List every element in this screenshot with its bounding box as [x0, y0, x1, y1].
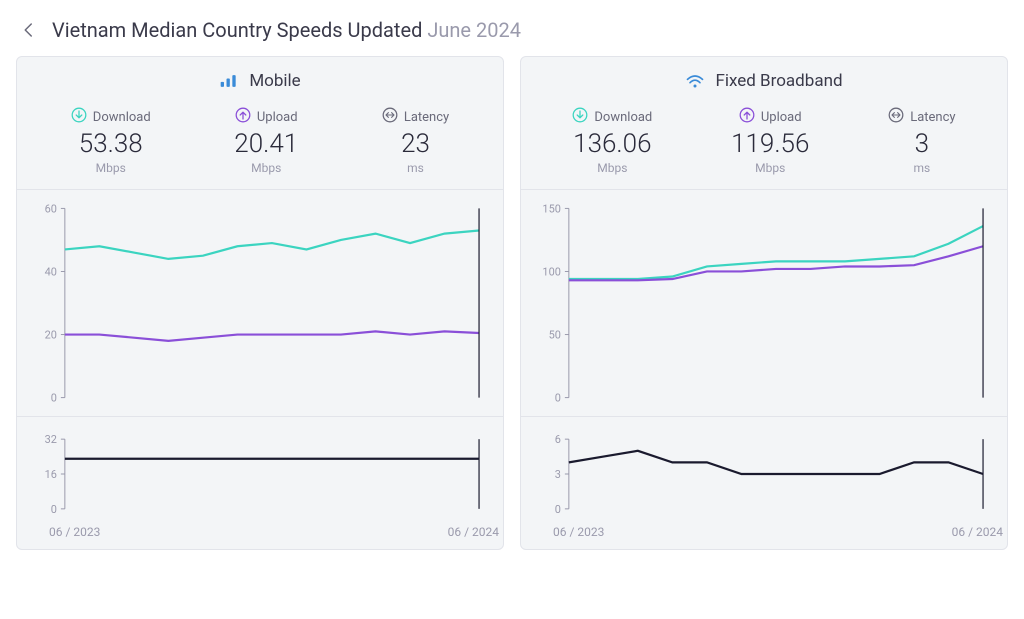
metric-latency-value: 23	[382, 129, 449, 159]
chart-separator	[521, 416, 1007, 417]
metrics-row: Download 136.06 Mbps Upload 119.56 Mbps	[521, 101, 1007, 190]
panel-mobile: Mobile Download 53.38 Mbps Upload	[16, 56, 504, 550]
metric-latency-label: Latency	[404, 110, 449, 125]
metric-upload-head: Upload	[234, 107, 298, 127]
svg-text:16: 16	[45, 468, 57, 481]
metric-upload-head: Upload	[731, 107, 809, 127]
page-title: Vietnam Median Country Speeds Updated Ju…	[52, 18, 521, 42]
metric-download-label: Download	[594, 110, 652, 125]
metric-upload-unit: Mbps	[234, 161, 298, 175]
title-date: June 2024	[427, 18, 521, 42]
download-icon	[71, 107, 87, 127]
bars-icon	[219, 73, 239, 89]
metric-download-unit: Mbps	[71, 161, 151, 175]
metric-upload: Upload 119.56 Mbps	[731, 107, 809, 175]
x-start-label: 06 / 2023	[553, 525, 604, 539]
panel-title-text: Fixed Broadband	[715, 71, 842, 91]
metric-download-value: 53.38	[71, 129, 151, 159]
metric-latency-unit: ms	[888, 161, 955, 175]
x-end-label: 06 / 2024	[448, 525, 499, 539]
latency-chart-mobile: 0 16 32	[17, 421, 503, 521]
download-icon	[572, 107, 588, 127]
metric-download-label: Download	[93, 110, 151, 125]
svg-text:20: 20	[45, 329, 57, 342]
metric-latency-unit: ms	[382, 161, 449, 175]
metric-latency-head: Latency	[888, 107, 955, 127]
speed-chart-fixed: 0 50 100 150	[521, 190, 1007, 410]
metric-latency-head: Latency	[382, 107, 449, 127]
metric-upload-label: Upload	[257, 110, 298, 125]
chart-separator	[17, 416, 503, 417]
x-start-label: 06 / 2023	[49, 525, 100, 539]
svg-text:32: 32	[45, 433, 57, 446]
x-axis-labels: 06 / 2023 06 / 2024	[521, 521, 1007, 549]
svg-text:50: 50	[549, 329, 561, 342]
metric-latency: Latency 3 ms	[888, 107, 955, 175]
svg-text:0: 0	[51, 503, 57, 516]
svg-text:100: 100	[542, 265, 560, 278]
upload-icon	[739, 107, 755, 127]
svg-text:40: 40	[45, 265, 57, 278]
svg-text:150: 150	[542, 202, 560, 215]
metric-upload-label: Upload	[761, 110, 802, 125]
metric-download: Download 53.38 Mbps	[71, 107, 151, 175]
panel-title-fixed: Fixed Broadband	[521, 57, 1007, 101]
panel-title-text: Mobile	[249, 71, 300, 91]
metrics-row: Download 53.38 Mbps Upload 20.41 Mbps	[17, 101, 503, 190]
metric-upload-value: 119.56	[731, 129, 809, 159]
panel-fixed: Fixed Broadband Download 136.06 Mbps Upl…	[520, 56, 1008, 550]
svg-text:60: 60	[45, 202, 57, 215]
wifi-icon	[685, 73, 705, 89]
page-header: Vietnam Median Country Speeds Updated Ju…	[0, 0, 1024, 56]
metric-upload: Upload 20.41 Mbps	[234, 107, 298, 175]
panel-title-mobile: Mobile	[17, 57, 503, 101]
metric-upload-value: 20.41	[234, 129, 298, 159]
svg-text:0: 0	[555, 392, 561, 405]
metric-download-unit: Mbps	[572, 161, 652, 175]
panels-container: Mobile Download 53.38 Mbps Upload	[0, 56, 1024, 550]
speed-chart-mobile: 0 20 40 60	[17, 190, 503, 410]
x-end-label: 06 / 2024	[952, 525, 1003, 539]
x-axis-labels: 06 / 2023 06 / 2024	[17, 521, 503, 549]
metric-download-head: Download	[572, 107, 652, 127]
metric-download-value: 136.06	[572, 129, 652, 159]
latency-chart-fixed: 0 3 6	[521, 421, 1007, 521]
metric-latency: Latency 23 ms	[382, 107, 449, 175]
svg-text:0: 0	[51, 392, 57, 405]
back-arrow-icon[interactable]	[20, 21, 38, 39]
title-prefix: Vietnam Median Country Speeds Updated	[52, 18, 422, 42]
upload-icon	[235, 107, 251, 127]
metric-latency-label: Latency	[910, 110, 955, 125]
metric-download-head: Download	[71, 107, 151, 127]
metric-download: Download 136.06 Mbps	[572, 107, 652, 175]
svg-text:6: 6	[555, 433, 561, 446]
latency-icon	[382, 107, 398, 127]
metric-upload-unit: Mbps	[731, 161, 809, 175]
svg-text:3: 3	[555, 468, 561, 481]
latency-icon	[888, 107, 904, 127]
metric-latency-value: 3	[888, 129, 955, 159]
svg-text:0: 0	[555, 503, 561, 516]
